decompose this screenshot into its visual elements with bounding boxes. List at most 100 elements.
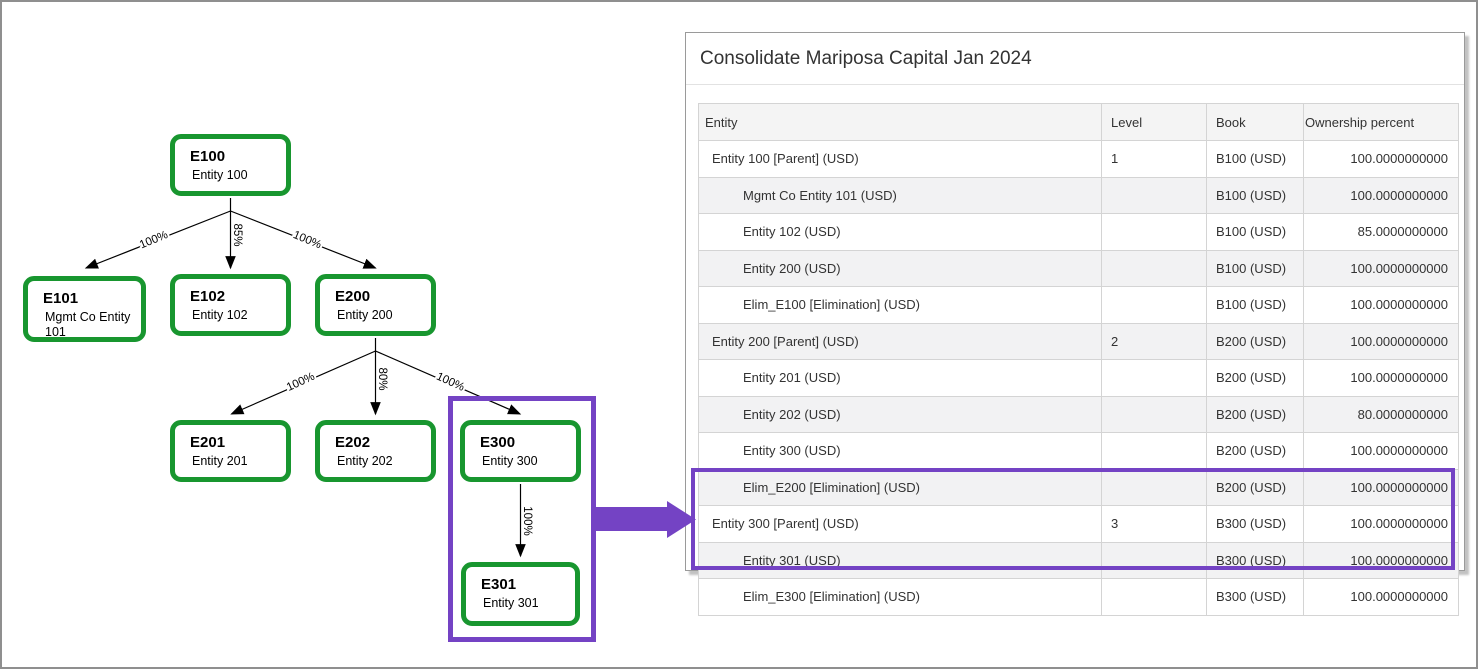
cell-level — [1101, 286, 1207, 324]
cell-book: B200 (USD) — [1206, 432, 1304, 470]
cell-entity: Entity 201 (USD) — [698, 359, 1102, 397]
cell-entity: Entity 300 (USD) — [698, 432, 1102, 470]
edge-label: 100% — [285, 371, 317, 394]
cell-entity: Entity 200 (USD) — [698, 249, 1102, 287]
node-code: E202 — [335, 434, 371, 451]
table-row[interactable]: Mgmt Co Entity 101 (USD) B100 (USD) 100.… — [698, 176, 1459, 214]
table-row[interactable]: Entity 200 (USD) B100 (USD) 100.00000000… — [698, 249, 1459, 287]
cell-ownership: 100.0000000000 — [1303, 505, 1459, 543]
consolidation-table: Entity Level Book Ownership percent Enti… — [698, 103, 1459, 616]
cell-level — [1101, 359, 1207, 397]
table-row[interactable]: Entity 100 [Parent] (USD) 1 B100 (USD) 1… — [698, 140, 1459, 178]
consolidation-panel: Consolidate Mariposa Capital Jan 2024 En… — [685, 32, 1465, 616]
cell-level — [1101, 176, 1207, 214]
table-row[interactable]: Entity 300 (USD) B200 (USD) 100.00000000… — [698, 432, 1459, 470]
node-name: Entity 201 — [192, 454, 248, 468]
entity-node-e102[interactable]: E102 Entity 102 — [170, 274, 291, 336]
table-row[interactable]: Elim_E200 [Elimination] (USD) B200 (USD)… — [698, 468, 1459, 506]
cell-level: 1 — [1101, 140, 1207, 178]
cell-level — [1101, 578, 1207, 616]
table-row[interactable]: Entity 300 [Parent] (USD) 3 B300 (USD) 1… — [698, 505, 1459, 543]
cell-book: B300 (USD) — [1206, 541, 1304, 579]
table-row[interactable]: Entity 201 (USD) B200 (USD) 100.00000000… — [698, 359, 1459, 397]
cell-ownership: 85.0000000000 — [1303, 213, 1459, 251]
cell-ownership: 100.0000000000 — [1303, 322, 1459, 360]
panel-title: Consolidate Mariposa Capital Jan 2024 — [686, 33, 1464, 85]
node-name: Entity 102 — [192, 308, 248, 322]
node-name: Entity 200 — [337, 308, 393, 322]
cell-book: B100 (USD) — [1206, 176, 1304, 214]
cell-level: 2 — [1101, 322, 1207, 360]
edge-label: 100% — [521, 506, 533, 535]
node-name: Entity 100 — [192, 168, 248, 182]
cell-ownership: 100.0000000000 — [1303, 359, 1459, 397]
entity-node-e101[interactable]: E101 Mgmt Co Entity 101 — [23, 276, 146, 342]
entity-node-e202[interactable]: E202 Entity 202 — [315, 420, 436, 482]
cell-level — [1101, 541, 1207, 579]
entity-node-e301[interactable]: E301 Entity 301 — [461, 562, 580, 626]
cell-book: B300 (USD) — [1206, 578, 1304, 616]
table-row[interactable]: Elim_E300 [Elimination] (USD) B300 (USD)… — [698, 578, 1459, 616]
cell-book: B200 (USD) — [1206, 322, 1304, 360]
cell-entity: Elim_E200 [Elimination] (USD) — [698, 468, 1102, 506]
table-row[interactable]: Entity 102 (USD) B100 (USD) 85.000000000… — [698, 213, 1459, 251]
edge-e200-e201 — [230, 350, 376, 415]
node-code: E301 — [481, 576, 517, 593]
cell-entity: Entity 100 [Parent] (USD) — [698, 140, 1102, 178]
cell-entity: Elim_E300 [Elimination] (USD) — [698, 578, 1102, 616]
cell-level — [1101, 249, 1207, 287]
cell-entity: Entity 301 (USD) — [698, 541, 1102, 579]
edge-label: 85% — [231, 223, 243, 246]
node-code: E300 — [480, 434, 516, 451]
cell-book: B100 (USD) — [1206, 213, 1304, 251]
node-name: Entity 301 — [483, 596, 539, 610]
table-row[interactable]: Entity 200 [Parent] (USD) 2 B200 (USD) 1… — [698, 322, 1459, 360]
cell-ownership: 100.0000000000 — [1303, 286, 1459, 324]
node-code: E200 — [335, 288, 371, 305]
cell-book: B200 (USD) — [1206, 395, 1304, 433]
edge-label: 80% — [376, 367, 388, 390]
node-code: E102 — [190, 288, 226, 305]
cell-level — [1101, 432, 1207, 470]
cell-ownership: 100.0000000000 — [1303, 176, 1459, 214]
cell-entity: Entity 300 [Parent] (USD) — [698, 505, 1102, 543]
node-code: E100 — [190, 148, 226, 165]
node-name: Entity 202 — [337, 454, 393, 468]
node-name: Mgmt Co Entity 101 — [45, 310, 131, 339]
cell-level — [1101, 395, 1207, 433]
cell-ownership: 100.0000000000 — [1303, 249, 1459, 287]
cell-book: B200 (USD) — [1206, 468, 1304, 506]
node-code: E201 — [190, 434, 226, 451]
table-row[interactable]: Entity 202 (USD) B200 (USD) 80.000000000… — [698, 395, 1459, 433]
cell-entity: Entity 102 (USD) — [698, 213, 1102, 251]
entity-node-e201[interactable]: E201 Entity 201 — [170, 420, 291, 482]
entity-node-e200[interactable]: E200 Entity 200 — [315, 274, 436, 336]
node-name: Entity 300 — [482, 454, 538, 468]
cell-ownership: 80.0000000000 — [1303, 395, 1459, 433]
edge-label: 100% — [291, 229, 323, 251]
table-row[interactable]: Elim_E100 [Elimination] (USD) B100 (USD)… — [698, 286, 1459, 324]
cell-level: 3 — [1101, 505, 1207, 543]
cell-ownership: 100.0000000000 — [1303, 468, 1459, 506]
column-header-book: Book — [1206, 103, 1304, 141]
edge-e200-e300 — [375, 350, 522, 415]
cell-book: B100 (USD) — [1206, 249, 1304, 287]
table-header-row: Entity Level Book Ownership percent — [698, 103, 1459, 141]
cell-ownership: 100.0000000000 — [1303, 432, 1459, 470]
cell-level — [1101, 468, 1207, 506]
column-header-level: Level — [1101, 103, 1207, 141]
cell-ownership: 100.0000000000 — [1303, 541, 1459, 579]
cell-level — [1101, 213, 1207, 251]
table-row[interactable]: Entity 301 (USD) B300 (USD) 100.00000000… — [698, 541, 1459, 579]
cell-book: B200 (USD) — [1206, 359, 1304, 397]
edge-e100-e101 — [84, 210, 231, 269]
entity-node-e100[interactable]: E100 Entity 100 — [170, 134, 291, 196]
column-header-entity: Entity — [698, 103, 1102, 141]
cell-ownership: 100.0000000000 — [1303, 578, 1459, 616]
node-code: E101 — [43, 290, 79, 307]
cell-entity: Mgmt Co Entity 101 (USD) — [698, 176, 1102, 214]
cell-entity: Entity 200 [Parent] (USD) — [698, 322, 1102, 360]
entity-node-e300[interactable]: E300 Entity 300 — [460, 420, 581, 482]
cell-book: B100 (USD) — [1206, 286, 1304, 324]
